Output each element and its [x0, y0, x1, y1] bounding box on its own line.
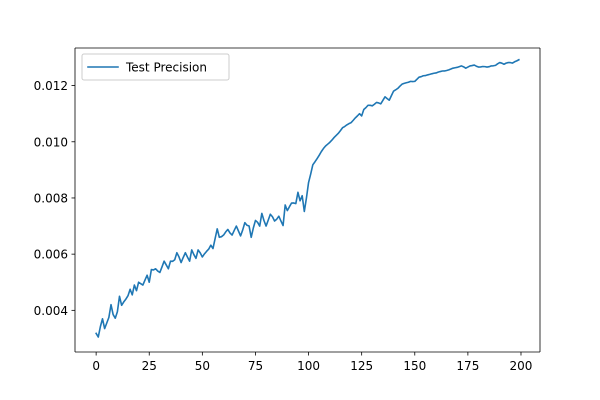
x-tick-label: 0 — [92, 359, 100, 373]
x-tick-label: 150 — [403, 359, 426, 373]
x-tick-label: 175 — [456, 359, 479, 373]
y-tick-label: 0.012 — [34, 79, 68, 93]
x-tick-label: 125 — [350, 359, 373, 373]
series-line-test-precision — [95, 58, 520, 338]
x-tick-label: 50 — [195, 359, 210, 373]
legend-frame — [81, 53, 230, 81]
axes: 0 25 50 75 100 125 150 175 200 0.004 0.006 0.008 0.0… — [34, 47, 541, 373]
plot-area — [95, 58, 520, 338]
x-tick-label: 200 — [510, 359, 533, 373]
y-tick-label: 0.010 — [34, 135, 68, 149]
x-tick-label: 75 — [248, 359, 263, 373]
legend-label-test-precision: Test Precision — [125, 61, 207, 75]
x-tick-label: 100 — [297, 359, 320, 373]
y-tick-label: 0.006 — [34, 248, 68, 262]
y-tick-label: 0.008 — [34, 191, 68, 205]
x-tick-label: 25 — [142, 359, 157, 373]
legend: Test Precision — [81, 53, 230, 81]
y-tick-label: 0.004 — [34, 304, 68, 318]
